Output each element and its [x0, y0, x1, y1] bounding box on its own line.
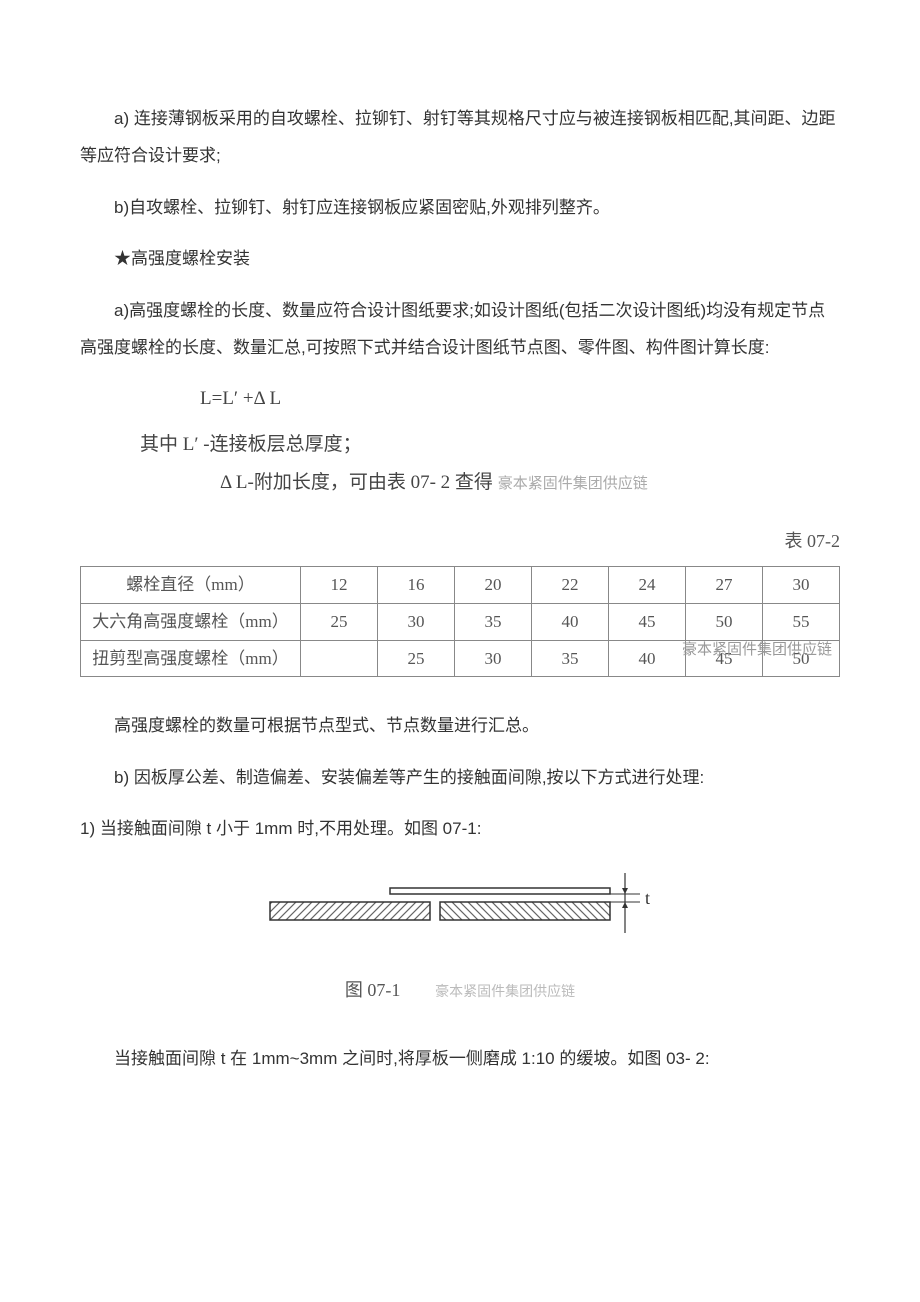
formula-desc-2-text: Δ L-附加长度，可由表 07- 2 查得	[220, 472, 493, 493]
table-header-cell: 20	[455, 566, 532, 603]
table-cell: 30	[378, 603, 455, 640]
table-caption: 表 07-2	[80, 522, 840, 562]
bolt-table: 螺栓直径（mm） 12 16 20 22 24 27 30 大六角高强度螺栓（m…	[80, 566, 840, 677]
table-header-cell: 24	[609, 566, 686, 603]
paragraph-a2: a)高强度螺栓的长度、数量应符合设计图纸要求;如设计图纸(包括二次设计图纸)均没…	[80, 292, 840, 367]
formula-desc-2: Δ L-附加长度，可由表 07- 2 查得 豪本紧固件集团供应链	[80, 464, 840, 502]
table-cell: 40	[532, 603, 609, 640]
table-wrapper: 螺栓直径（mm） 12 16 20 22 24 27 30 大六角高强度螺栓（m…	[80, 566, 840, 677]
table-cell: 45	[686, 640, 763, 677]
paragraph-8: 当接触面间隙 t 在 1mm~3mm 之间时,将厚板一侧磨成 1:10 的缓坡。…	[80, 1040, 840, 1077]
table-cell: 扭剪型高强度螺栓（mm）	[81, 640, 301, 677]
paragraph-a: a) 连接薄钢板采用的自攻螺栓、拉铆钉、射钉等其规格尺寸应与被连接钢板相匹配,其…	[80, 100, 840, 175]
table-cell: 25	[301, 603, 378, 640]
table-row: 大六角高强度螺栓（mm） 25 30 35 40 45 50 55	[81, 603, 840, 640]
paragraph-b: b)自攻螺栓、拉铆钉、射钉应连接钢板应紧固密贴,外观排列整齐。	[80, 189, 840, 226]
paragraph-7: 1) 当接触面间隙 t 小于 1mm 时,不用处理。如图 07-1:	[80, 810, 840, 847]
table-row: 扭剪型高强度螺栓（mm） 25 30 35 40 45 50	[81, 640, 840, 677]
table-cell: 55	[763, 603, 840, 640]
table-cell	[301, 640, 378, 677]
label-t: t	[645, 888, 650, 908]
table-row: 螺栓直径（mm） 12 16 20 22 24 27 30	[81, 566, 840, 603]
table-cell: 50	[686, 603, 763, 640]
gap-diagram: t	[250, 868, 670, 948]
watermark-figure: 豪本紧固件集团供应链	[435, 978, 575, 1009]
table-cell: 25	[378, 640, 455, 677]
table-cell: 30	[455, 640, 532, 677]
heading-star: ★高强度螺栓安装	[80, 240, 840, 277]
table-header-cell: 22	[532, 566, 609, 603]
table-header-cell: 30	[763, 566, 840, 603]
table-header-cell: 12	[301, 566, 378, 603]
formula-desc-1: 其中 L′ -连接板层总厚度；	[80, 426, 840, 464]
table-cell: 大六角高强度螺栓（mm）	[81, 603, 301, 640]
table-header-cell: 16	[378, 566, 455, 603]
table-cell: 35	[455, 603, 532, 640]
table-cell: 40	[609, 640, 686, 677]
table-cell: 35	[532, 640, 609, 677]
figure-07-1: t	[80, 868, 840, 961]
formula: L=L′ +Δ L	[80, 380, 840, 418]
table-header-cell: 螺栓直径（mm）	[81, 566, 301, 603]
figure-caption: 图 07-1	[345, 971, 401, 1011]
watermark-inline: 豪本紧固件集团供应链	[498, 476, 648, 492]
table-cell: 45	[609, 603, 686, 640]
paragraph-5: 高强度螺栓的数量可根据节点型式、节点数量进行汇总。	[80, 707, 840, 744]
figure-caption-row: 图 07-1 豪本紧固件集团供应链	[80, 971, 840, 1011]
table-cell: 50	[763, 640, 840, 677]
paragraph-6: b) 因板厚公差、制造偏差、安装偏差等产生的接触面间隙,按以下方式进行处理:	[80, 759, 840, 796]
table-header-cell: 27	[686, 566, 763, 603]
